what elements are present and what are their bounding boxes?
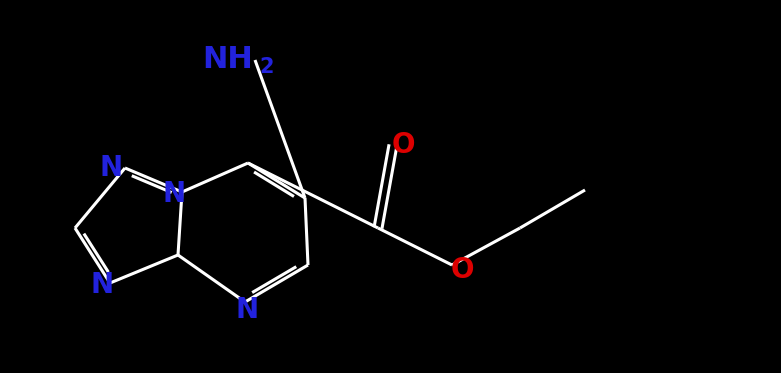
Text: O: O (451, 256, 474, 284)
Text: O: O (391, 131, 415, 159)
Text: NH: NH (202, 46, 253, 75)
Text: N: N (99, 154, 123, 182)
Text: N: N (235, 296, 259, 324)
Text: 2: 2 (260, 57, 274, 77)
Text: N: N (162, 180, 186, 208)
Text: N: N (91, 271, 113, 299)
